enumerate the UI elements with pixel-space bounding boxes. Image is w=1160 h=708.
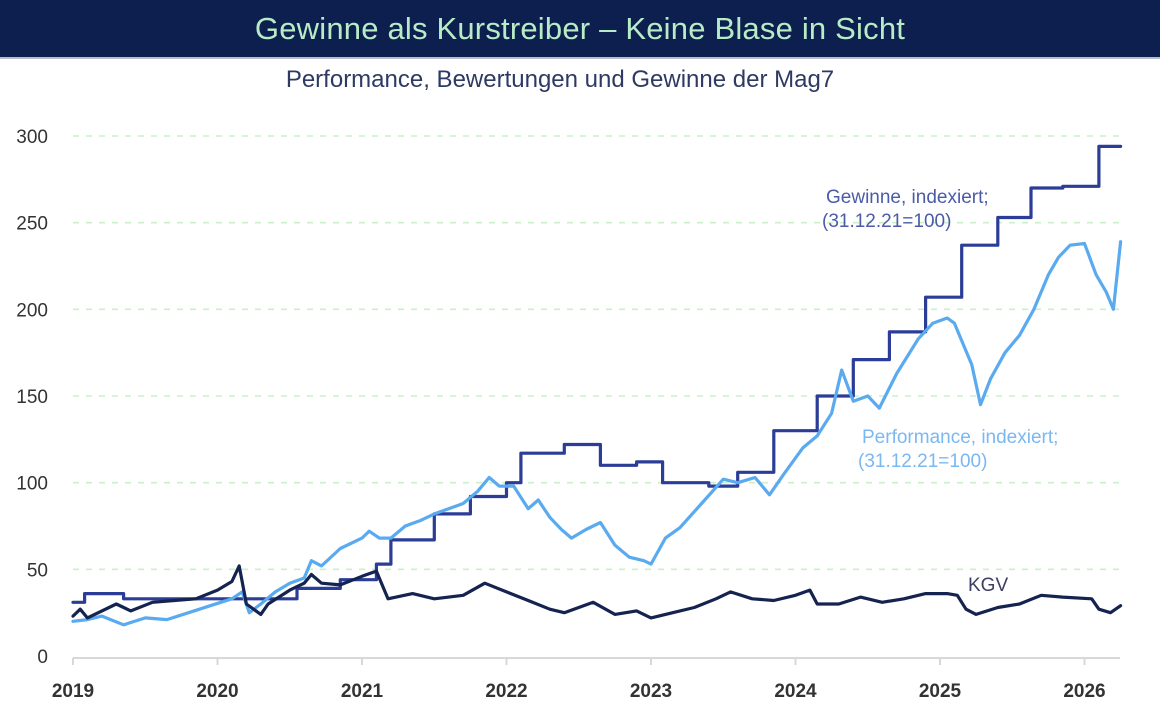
x-tick-label: 2021: [341, 681, 384, 702]
y-tick-label: 200: [16, 300, 48, 321]
annotation-gewinne: (31.12.21=100): [822, 211, 951, 232]
annotation-performance: (31.12.21=100): [858, 451, 987, 472]
x-axis: 2019 2020 2021 2022 2023 2024 2025 2026: [52, 657, 1120, 702]
x-tick-label: 2024: [774, 681, 817, 702]
y-tick-label: 100: [16, 474, 48, 495]
y-tick-label: 50: [27, 560, 48, 581]
chart-title: Gewinne als Kurstreiber – Keine Blase in…: [254, 10, 906, 46]
chart-subtitle: Performance, Bewertungen und Gewinne der…: [285, 66, 835, 93]
annotation-performance: Performance, indexiert;: [862, 427, 1058, 448]
x-tick-label: 2025: [919, 681, 962, 702]
y-tick-label: 150: [16, 387, 48, 408]
y-axis: 0 50 100 150 200 250 300: [16, 127, 48, 668]
x-tick-label: 2023: [630, 681, 672, 702]
annotation-gewinne: Gewinne, indexiert;: [826, 187, 989, 208]
series-lines: [71, 144, 1123, 627]
annotation-kgv: KGV: [968, 575, 1008, 596]
series-line-gewinne: [71, 144, 1123, 604]
series-line-performance: [71, 240, 1123, 627]
x-tick-label: 2026: [1063, 681, 1105, 702]
x-tick-label: 2019: [52, 681, 94, 702]
series-annotations: Gewinne, indexiert; (31.12.21=100) Perform…: [822, 187, 1058, 596]
y-tick-label: 0: [37, 647, 48, 668]
series-line-kgv: [71, 564, 1123, 620]
title-banner: Gewinne als Kurstreiber – Keine Blase in…: [0, 0, 1160, 59]
grid-lines: [73, 135, 1120, 571]
y-tick-label: 250: [16, 214, 48, 235]
x-tick-label: 2020: [196, 681, 238, 702]
y-tick-label: 300: [16, 127, 48, 148]
x-tick-label: 2022: [485, 681, 527, 702]
